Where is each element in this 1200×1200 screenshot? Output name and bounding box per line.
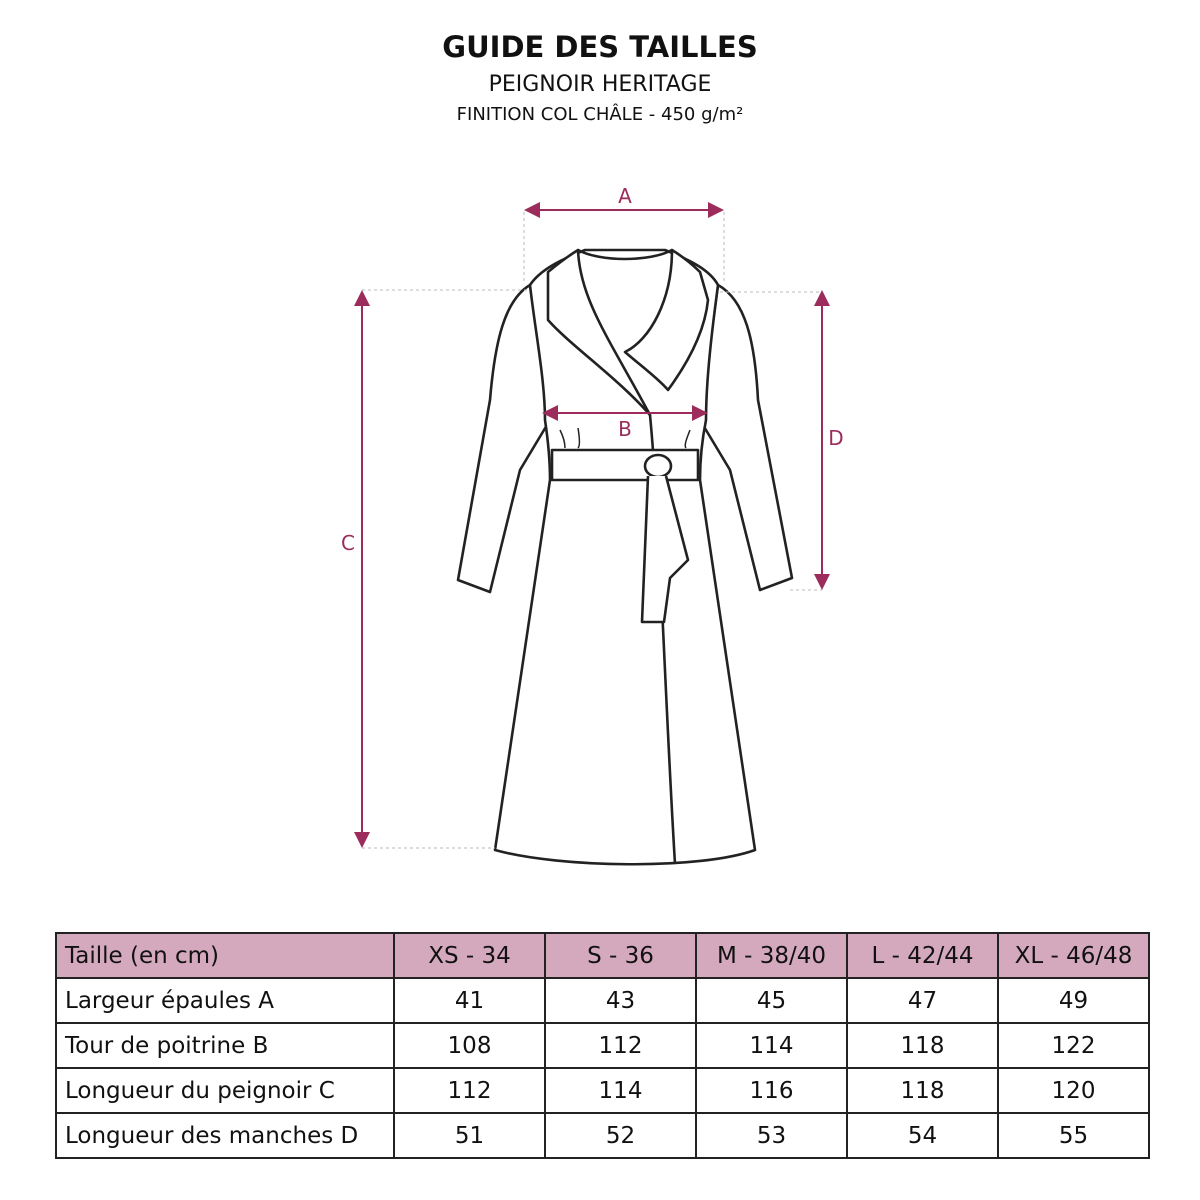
cell: 116 [695, 1067, 848, 1114]
table-header-row: Taille (en cm) XS - 34 S - 36 M - 38/40 … [55, 932, 1150, 979]
product-name: PEIGNOIR HERITAGE [488, 72, 712, 97]
cell: 55 [997, 1112, 1150, 1159]
cell: 118 [846, 1067, 999, 1114]
page-title: GUIDE DES TAILLES [442, 30, 758, 64]
cell: 112 [393, 1067, 546, 1114]
table-row: Longueur du peignoir C 112 114 116 118 1… [55, 1067, 1150, 1114]
cell: 122 [997, 1022, 1150, 1069]
cell: 51 [393, 1112, 546, 1159]
label-b: B [618, 417, 632, 441]
cell: 54 [846, 1112, 999, 1159]
label-c: C [341, 531, 355, 555]
cell: 45 [695, 977, 848, 1024]
cell: 43 [544, 977, 697, 1024]
column-header: XL - 46/48 [997, 932, 1150, 979]
table-row: Largeur épaules A 41 43 45 47 49 [55, 977, 1150, 1024]
cell: 120 [997, 1067, 1150, 1114]
robe-outline [456, 248, 794, 866]
measurement-arrows [354, 202, 830, 848]
label-d: D [828, 426, 843, 450]
column-header: XS - 34 [393, 932, 546, 979]
row-label: Largeur épaules A [55, 977, 395, 1024]
cell: 53 [695, 1112, 848, 1159]
cell: 112 [544, 1022, 697, 1069]
cell: 114 [695, 1022, 848, 1069]
product-detail: FINITION COL CHÂLE - 450 g/m² [456, 104, 744, 125]
cell: 47 [846, 977, 999, 1024]
cell: 108 [393, 1022, 546, 1069]
column-header: S - 36 [544, 932, 697, 979]
cell: 118 [846, 1022, 999, 1069]
size-table: Taille (en cm) XS - 34 S - 36 M - 38/40 … [55, 932, 1150, 1159]
cell: 41 [393, 977, 546, 1024]
column-header: L - 42/44 [846, 932, 999, 979]
robe-diagram: A B C D [341, 184, 844, 866]
row-label: Longueur du peignoir C [55, 1067, 395, 1114]
label-a: A [618, 184, 632, 208]
column-header: M - 38/40 [695, 932, 848, 979]
table-row: Longueur des manches D 51 52 53 54 55 [55, 1112, 1150, 1159]
cell: 52 [544, 1112, 697, 1159]
table-row: Tour de poitrine B 108 112 114 118 122 [55, 1022, 1150, 1069]
cell: 49 [997, 977, 1150, 1024]
row-label: Longueur des manches D [55, 1112, 395, 1159]
guide-lines [362, 212, 822, 849]
cell: 114 [544, 1067, 697, 1114]
column-header: Taille (en cm) [55, 932, 395, 979]
row-label: Tour de poitrine B [55, 1022, 395, 1069]
